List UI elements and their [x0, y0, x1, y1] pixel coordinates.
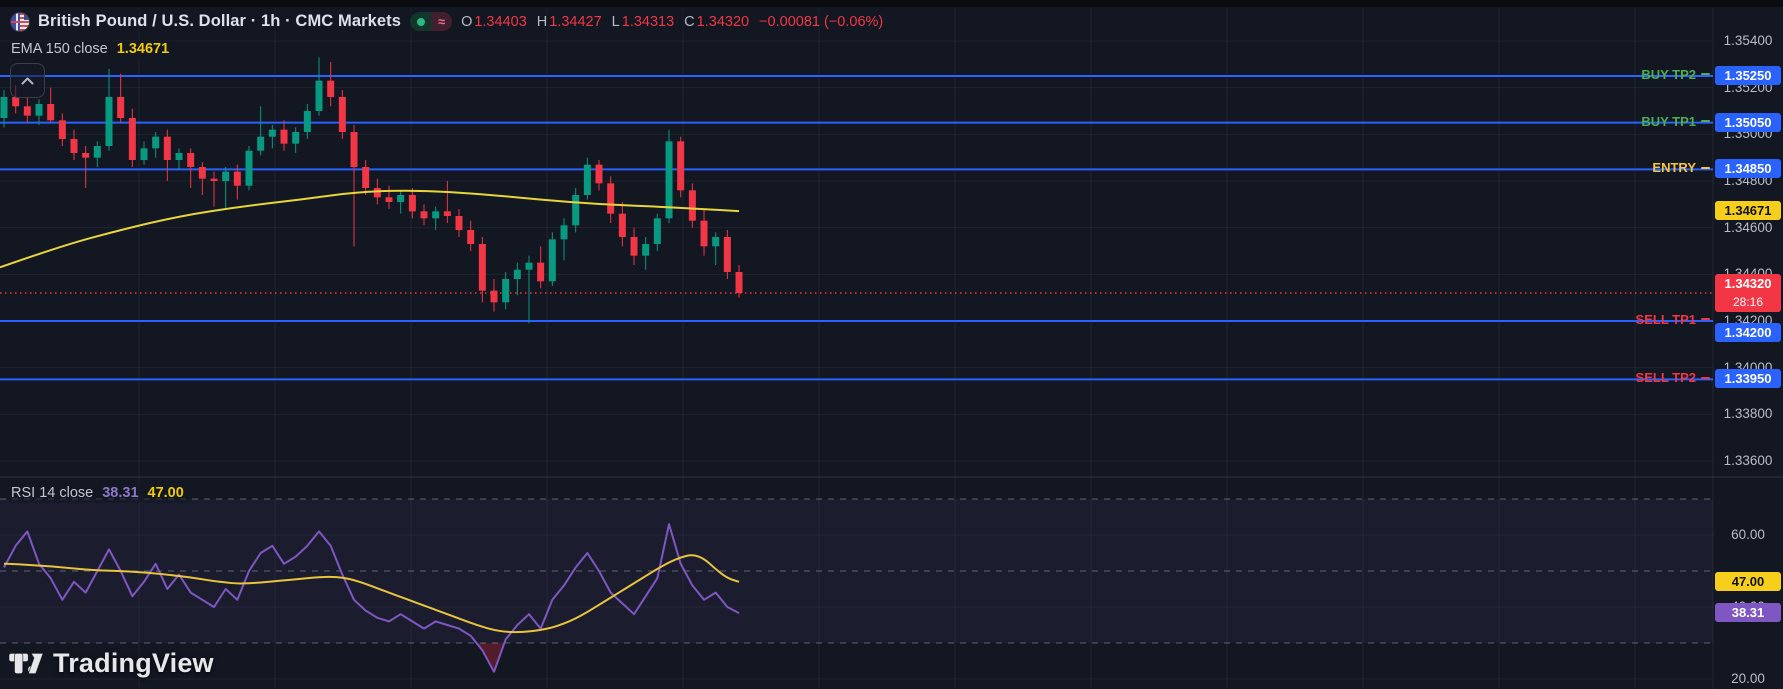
level-label-buy-tp1[interactable]: BUY TP1 — [1641, 114, 1710, 129]
price-badge-1-35050: 1.35050 — [1715, 112, 1781, 132]
level-tick-dash — [1701, 120, 1710, 123]
chevron-up-icon — [21, 77, 34, 84]
rsi-legend[interactable]: RSI 14 close 38.31 47.00 — [8, 483, 192, 503]
ema-legend[interactable]: EMA 150 close 1.34671 — [8, 39, 178, 59]
pane-collapse-button[interactable] — [10, 63, 45, 98]
ema-indicator-name: EMA 150 close — [11, 41, 108, 57]
open-value: 1.34403 — [474, 13, 527, 30]
price-badge-38-31: 38.31 — [1715, 603, 1781, 623]
price-scale[interactable]: 1.354001.352001.350001.348001.346001.344… — [1713, 0, 1783, 689]
close-label: C — [684, 13, 695, 30]
level-tick-dash — [1701, 166, 1710, 169]
price-badge-1-34850: 1.34850 — [1715, 159, 1781, 179]
tradingview-watermark-text: TradingView — [53, 648, 214, 678]
symbol-legend: British Pound / U.S. Dollar · 1h · CMC M… — [8, 10, 892, 33]
price-badge-1-35250: 1.35250 — [1715, 65, 1781, 85]
price-badge-1-33950: 1.33950 — [1715, 369, 1781, 389]
high-value: 1.34427 — [549, 13, 602, 30]
scale-tick: 1.33800 — [1723, 406, 1773, 422]
countdown-timer: 28:16 — [1732, 294, 1764, 309]
price-badge-1-34320: 1.34320 28:16 — [1715, 273, 1781, 312]
symbol-title[interactable]: British Pound / U.S. Dollar · 1h · CMC M… — [38, 12, 402, 30]
level-label-sell-tp2[interactable]: SELL TP2 — [1636, 370, 1710, 385]
scale-tick: 20.00 — [1731, 671, 1765, 686]
rsi-indicator-value: 38.31 — [102, 485, 139, 501]
level-tick-dash — [1701, 318, 1710, 321]
scale-tick: 1.35400 — [1723, 33, 1773, 48]
level-tick-dash — [1701, 73, 1710, 76]
rsi-ma-value: 47.00 — [147, 485, 184, 501]
scale-tick: 60.00 — [1731, 527, 1765, 542]
change-value: −0.00081 (−0.06%) — [759, 13, 884, 30]
price-badge-1-34200: 1.34200 — [1715, 322, 1781, 342]
close-value: 1.34320 — [696, 13, 750, 30]
open-label: O — [461, 13, 473, 30]
level-label-sell-tp1[interactable]: SELL TP1 — [1636, 312, 1710, 327]
window-top-strip — [0, 0, 1783, 7]
scale-tick: 1.33600 — [1723, 452, 1773, 468]
price-badge-1-34671: 1.34671 — [1715, 201, 1781, 221]
level-label-buy-tp2[interactable]: BUY TP2 — [1641, 67, 1710, 82]
tradingview-logo-icon — [8, 652, 44, 675]
low-value: 1.34313 — [621, 13, 675, 30]
gbpusd-flag-icon — [11, 12, 29, 31]
high-label: H — [536, 13, 548, 30]
approx-data-icon: ≈ — [431, 12, 453, 31]
level-label-entry[interactable]: ENTRY — [1652, 160, 1710, 175]
ema-indicator-value: 1.34671 — [116, 41, 170, 57]
ohlc-readout: O 1.34403 H 1.34427 L 1.34313 C 1.34320 −0.0… — [461, 14, 883, 30]
scale-tick: 1.34600 — [1723, 219, 1773, 235]
tradingview-watermark[interactable]: TradingView — [8, 645, 214, 682]
low-label: L — [611, 13, 620, 30]
market-open-dot-icon — [410, 12, 432, 31]
market-status-capsule[interactable]: ≈ — [410, 12, 453, 31]
level-tick-dash — [1701, 376, 1710, 379]
rsi-indicator-name: RSI 14 close — [11, 485, 94, 501]
price-badge-47-00: 47.00 — [1715, 571, 1781, 591]
